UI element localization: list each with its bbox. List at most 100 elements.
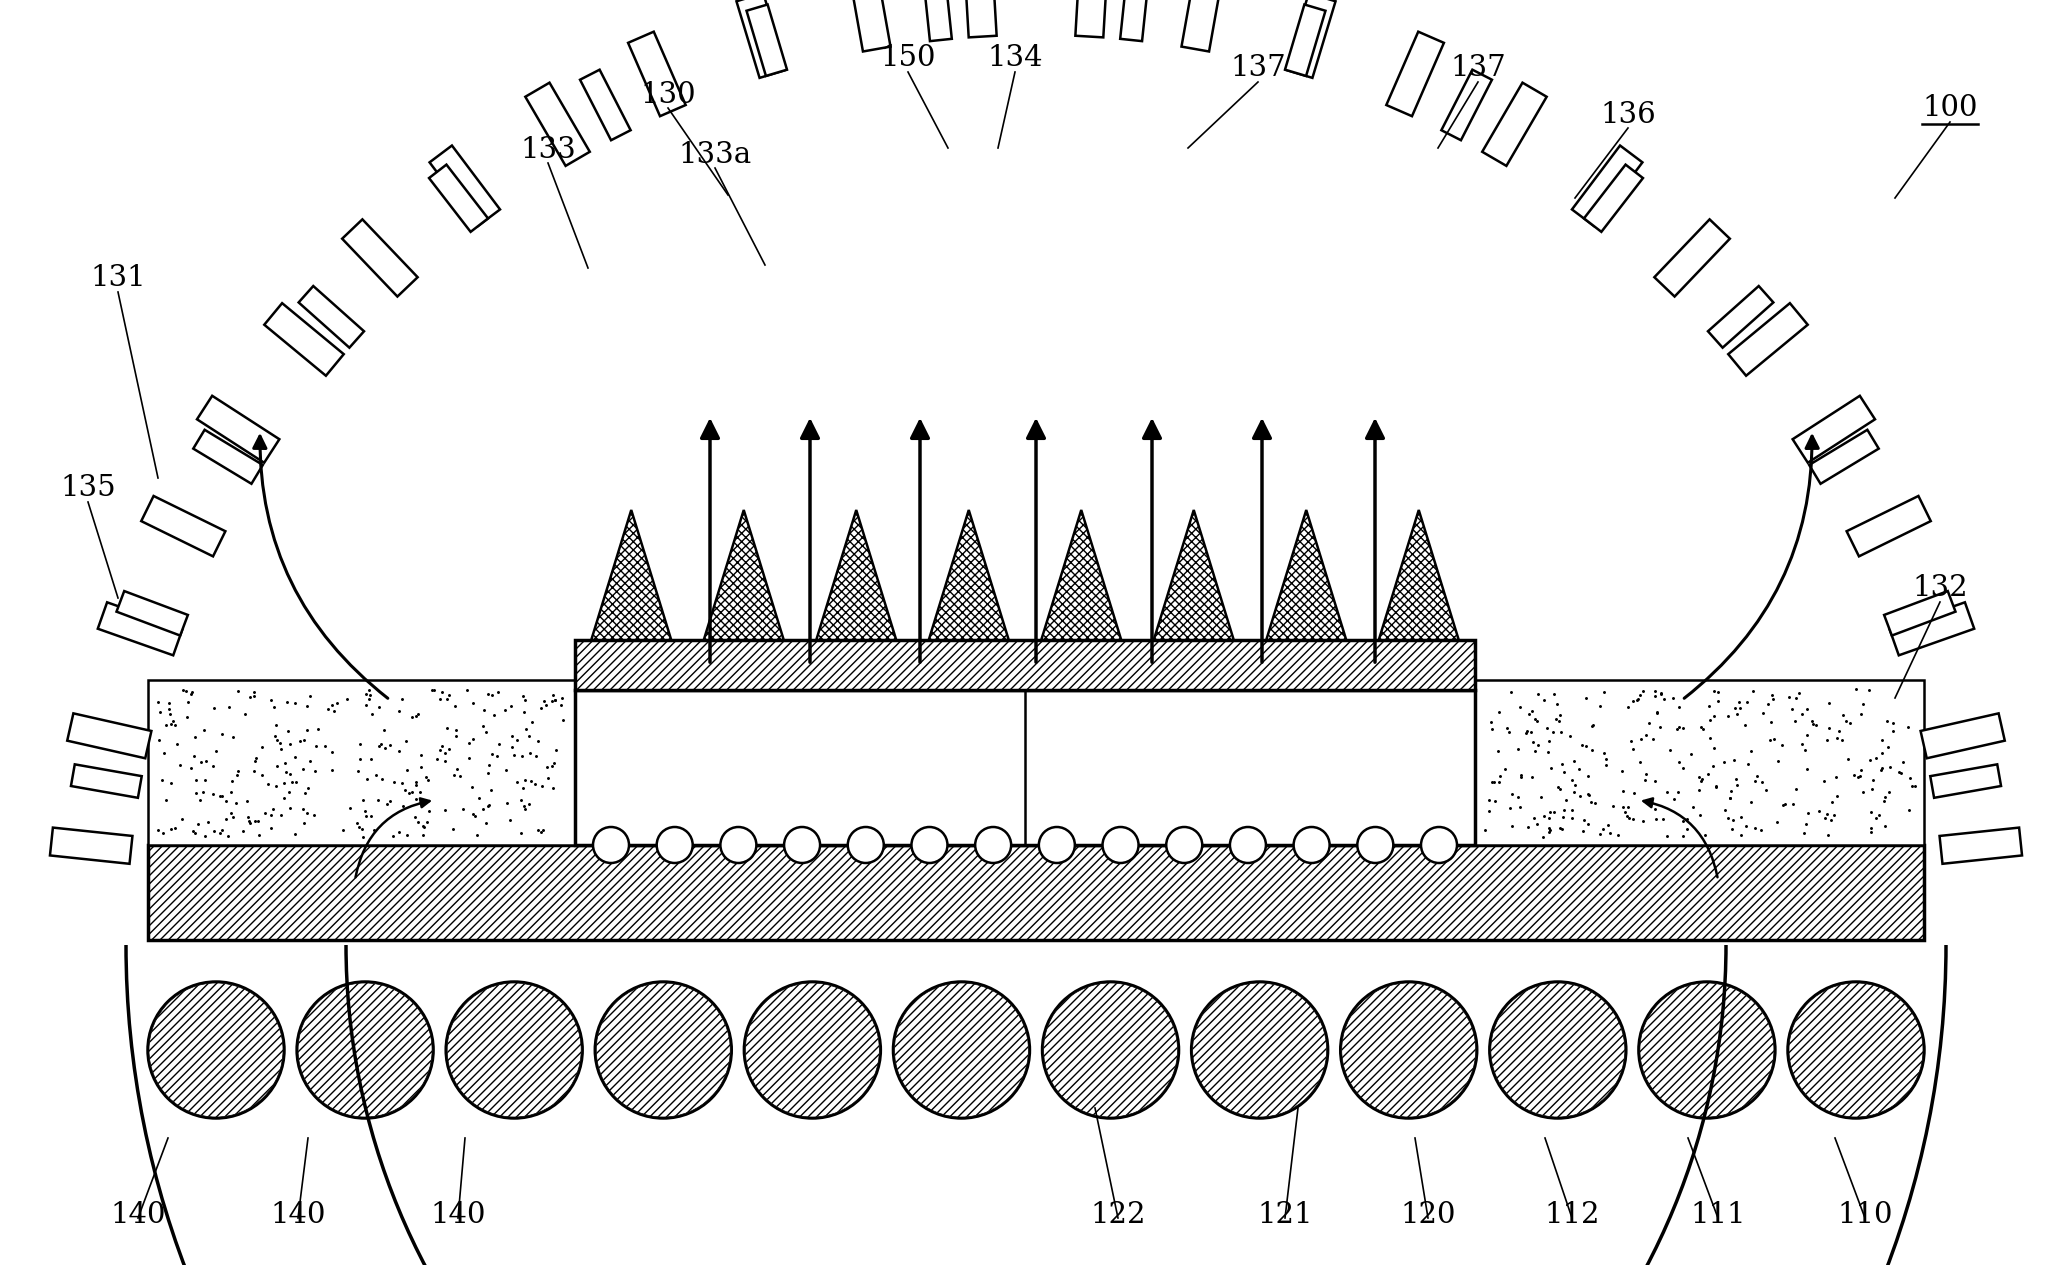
- Point: [1653, 740, 1687, 760]
- Point: [1471, 789, 1504, 810]
- Point: [1587, 743, 1620, 763]
- Point: [1840, 679, 1873, 700]
- Point: [1504, 697, 1537, 717]
- Point: [350, 684, 383, 705]
- Point: [1550, 791, 1583, 811]
- Point: [1624, 729, 1658, 749]
- Point: [1539, 693, 1573, 713]
- Point: [361, 789, 394, 810]
- Polygon shape: [746, 5, 787, 76]
- Point: [1517, 731, 1550, 751]
- Point: [352, 684, 385, 705]
- Point: [149, 715, 182, 735]
- Point: [1490, 717, 1523, 737]
- Point: [1475, 712, 1508, 732]
- Point: [458, 806, 491, 826]
- Point: [1796, 713, 1830, 734]
- Point: [251, 774, 284, 794]
- Point: [1618, 783, 1651, 803]
- Polygon shape: [1386, 32, 1444, 116]
- Point: [1873, 782, 1906, 802]
- Point: [1676, 797, 1709, 817]
- Point: [433, 739, 466, 759]
- Point: [1724, 698, 1757, 719]
- Circle shape: [744, 982, 881, 1118]
- Polygon shape: [50, 827, 133, 864]
- Point: [1825, 730, 1859, 750]
- Point: [1546, 722, 1579, 743]
- Bar: [576, 689, 1475, 845]
- Point: [170, 682, 203, 702]
- Point: [474, 684, 508, 705]
- Point: [1510, 817, 1544, 837]
- Point: [1875, 721, 1908, 741]
- Point: [402, 812, 435, 832]
- Point: [211, 697, 244, 717]
- Point: [166, 808, 199, 829]
- Point: [1734, 792, 1767, 812]
- Polygon shape: [922, 0, 951, 42]
- Point: [456, 803, 489, 824]
- Point: [162, 734, 195, 754]
- Point: [1720, 774, 1753, 794]
- Circle shape: [1193, 983, 1326, 1117]
- Point: [1859, 807, 1892, 827]
- Point: [1780, 779, 1813, 799]
- Text: 137: 137: [1450, 54, 1506, 82]
- Point: [1852, 679, 1886, 700]
- Point: [1515, 722, 1548, 743]
- Circle shape: [593, 827, 630, 863]
- Text: 140: 140: [110, 1200, 166, 1230]
- Point: [1612, 697, 1645, 717]
- Point: [1747, 702, 1780, 722]
- Text: 120: 120: [1401, 1200, 1457, 1230]
- Point: [1587, 682, 1620, 702]
- Point: [298, 736, 332, 756]
- Circle shape: [895, 983, 1028, 1117]
- Point: [1556, 799, 1589, 820]
- Point: [1645, 684, 1678, 705]
- Point: [151, 698, 184, 719]
- Point: [309, 736, 342, 756]
- Point: [1867, 730, 1900, 750]
- Point: [263, 734, 296, 754]
- Point: [439, 759, 472, 779]
- Point: [311, 700, 344, 720]
- Point: [143, 730, 176, 750]
- Point: [145, 770, 178, 791]
- Point: [153, 703, 186, 724]
- FancyArrowPatch shape: [253, 436, 387, 698]
- Point: [1730, 816, 1763, 836]
- Point: [1521, 815, 1554, 835]
- Point: [342, 760, 375, 781]
- Point: [1587, 820, 1620, 840]
- Point: [189, 751, 222, 772]
- Point: [1670, 818, 1703, 839]
- Circle shape: [1357, 827, 1392, 863]
- Point: [1736, 681, 1769, 701]
- Text: 132: 132: [1912, 574, 1968, 602]
- Point: [1531, 741, 1564, 762]
- Point: [147, 744, 180, 764]
- Polygon shape: [1931, 764, 2002, 798]
- Point: [356, 820, 390, 840]
- Point: [1631, 725, 1664, 745]
- Circle shape: [746, 983, 879, 1117]
- Point: [514, 743, 547, 763]
- Polygon shape: [193, 430, 263, 483]
- Polygon shape: [141, 496, 226, 557]
- Point: [1544, 817, 1577, 837]
- Point: [164, 755, 197, 775]
- Point: [1894, 799, 1927, 820]
- Point: [1517, 808, 1550, 829]
- Point: [1863, 805, 1896, 825]
- Point: [1745, 772, 1778, 792]
- Point: [472, 684, 506, 705]
- Text: 133a: 133a: [678, 140, 752, 170]
- Text: 100: 100: [1923, 94, 1979, 121]
- Point: [274, 764, 307, 784]
- Point: [1606, 760, 1639, 781]
- Polygon shape: [1846, 496, 1931, 557]
- Point: [178, 746, 211, 767]
- Point: [392, 760, 425, 781]
